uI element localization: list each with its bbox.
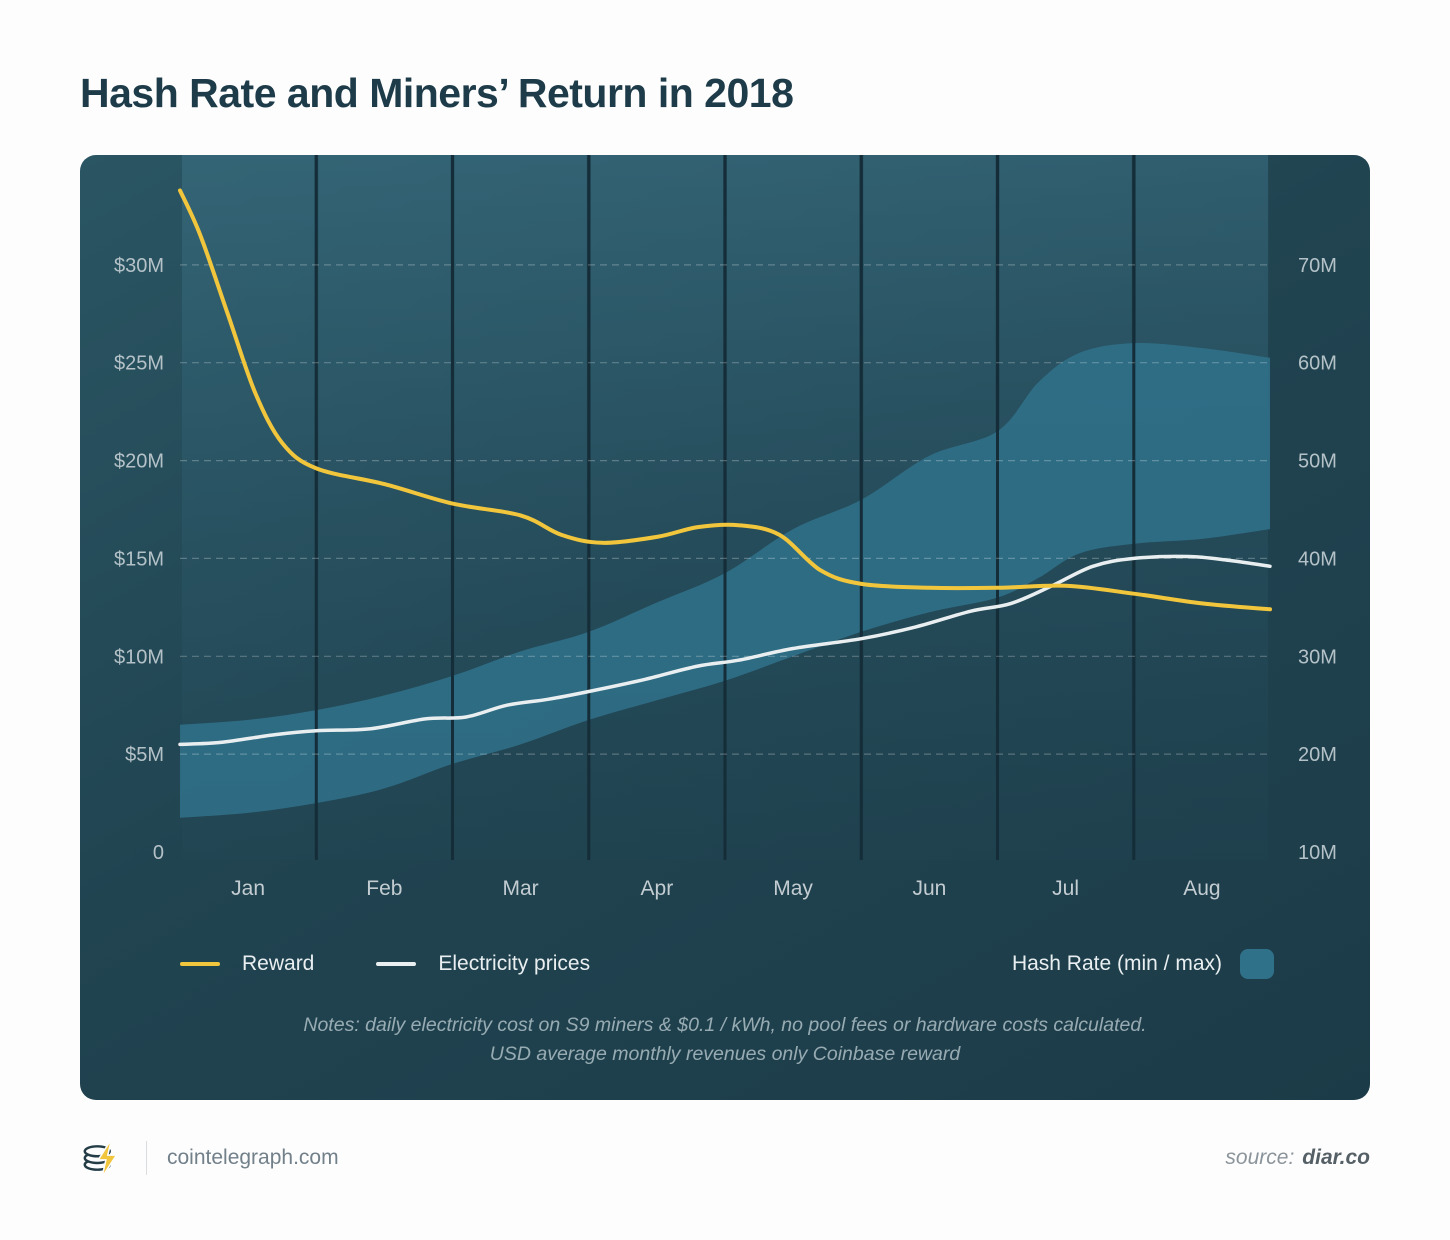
right-axis-tick: 70M bbox=[1298, 255, 1337, 277]
chart-panel: $30M $25M $20M $15M $10M $5M 0 70M 60M 50M 40M 30M 2… bbox=[80, 155, 1370, 1100]
month-label: May bbox=[773, 877, 813, 900]
month-label: Feb bbox=[366, 877, 402, 900]
left-axis-tick: $10M bbox=[114, 646, 164, 668]
source-value: diar.co bbox=[1302, 1146, 1370, 1169]
legend-label-hashrate: Hash Rate (min / max) bbox=[1011, 952, 1222, 975]
month-column bbox=[590, 155, 724, 860]
electricity-line bbox=[178, 554, 1272, 747]
page-title: Hash Rate and Miners’ Return in 2018 bbox=[80, 70, 794, 116]
right-axis-tick: 40M bbox=[1298, 548, 1337, 570]
electricity-line-swatch bbox=[376, 962, 417, 966]
month-label: Apr bbox=[641, 877, 674, 900]
left-axis-tick: $30M bbox=[114, 255, 164, 277]
hashrate-chart: $30M $25M $20M $15M $10M $5M 0 70M 60M 50M 40M 30M 2… bbox=[114, 155, 1337, 900]
right-axis-tick: 30M bbox=[1298, 646, 1337, 668]
left-axis-tick: $20M bbox=[114, 451, 164, 473]
page-footer: cointelegraph.com source: diar.co bbox=[80, 1132, 1370, 1184]
coin-stack-lightning-icon bbox=[83, 1138, 118, 1178]
legend-item-hashrate: Hash Rate (min / max) bbox=[1012, 949, 1274, 979]
right-axis-tick: 50M bbox=[1298, 451, 1337, 473]
legend-item-reward: Reward bbox=[180, 952, 314, 976]
brand: cointelegraph.com bbox=[80, 1134, 339, 1182]
notes-line-1: Notes: daily electricity cost on S9 mine… bbox=[303, 1014, 1147, 1036]
left-axis-tick: 0 bbox=[153, 842, 164, 864]
month-label: Jan bbox=[231, 877, 265, 900]
reward-line-swatch bbox=[180, 962, 220, 966]
reward-line bbox=[178, 188, 1272, 612]
left-axis-tick: $5M bbox=[125, 744, 164, 766]
source-label: source: bbox=[1225, 1146, 1295, 1169]
right-axis-tick: 10M bbox=[1298, 842, 1337, 864]
source-credit: source: diar.co bbox=[1225, 1146, 1370, 1170]
left-axis-tick: $15M bbox=[114, 548, 164, 570]
month-label: Mar bbox=[503, 877, 539, 900]
right-axis-tick: 20M bbox=[1298, 744, 1337, 766]
legend-label-reward: Reward bbox=[242, 952, 315, 975]
footer-divider bbox=[146, 1141, 147, 1175]
left-axis-tick: $25M bbox=[114, 353, 164, 375]
legend-label-electricity: Electricity prices bbox=[438, 952, 591, 975]
right-axis-tick: 60M bbox=[1298, 353, 1337, 375]
month-label: Aug bbox=[1183, 877, 1220, 900]
chart-notes: Notes: daily electricity cost on S9 mine… bbox=[80, 1011, 1370, 1069]
brand-name: cointelegraph.com bbox=[167, 1146, 339, 1169]
chart-legend: Reward Electricity prices Hash Rate (min… bbox=[180, 945, 1274, 983]
month-column bbox=[727, 155, 860, 860]
hashrate-band-swatch bbox=[1240, 949, 1274, 979]
month-label: Jun bbox=[912, 877, 946, 900]
notes-line-2: USD average monthly revenues only Coinba… bbox=[489, 1043, 961, 1065]
legend-item-electricity: Electricity prices bbox=[376, 952, 590, 976]
month-label: Jul bbox=[1052, 877, 1079, 900]
